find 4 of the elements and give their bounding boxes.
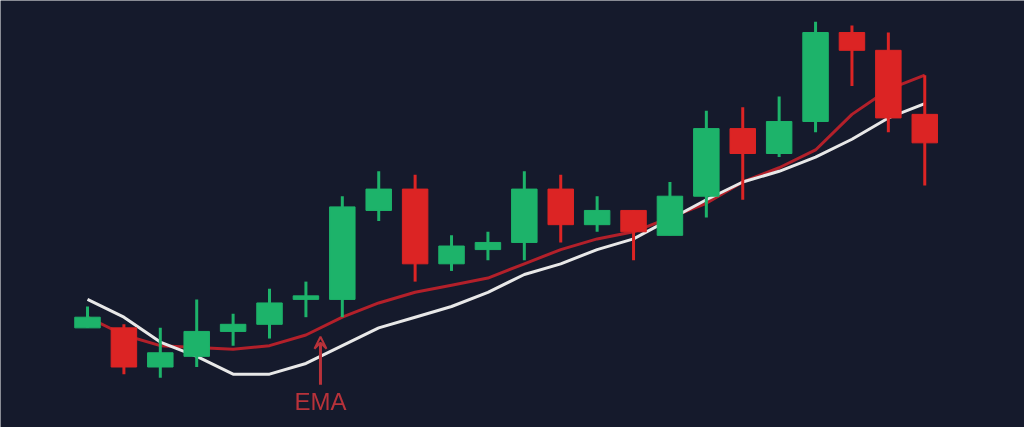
candlestick (474, 230, 502, 261)
annotation: EMA (294, 388, 347, 416)
candlestick (219, 313, 247, 346)
candlestick (292, 281, 320, 319)
